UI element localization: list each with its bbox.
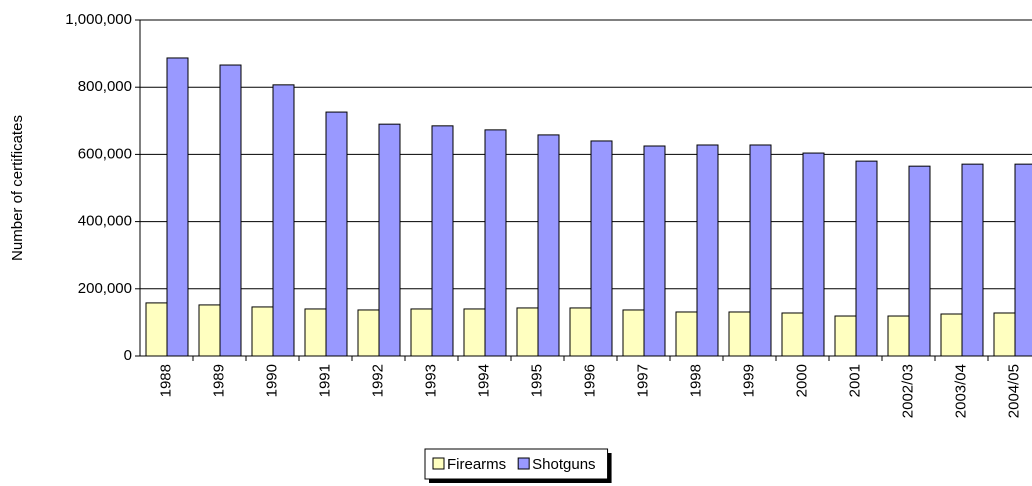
x-tick-label: 1992 <box>369 364 386 397</box>
legend-box <box>424 448 609 480</box>
bar <box>166 57 189 357</box>
bar <box>940 313 963 357</box>
bar <box>145 302 168 357</box>
bar <box>696 144 719 357</box>
bar <box>357 309 380 357</box>
bar <box>961 163 984 357</box>
bar <box>675 311 698 357</box>
legend-label: Firearms <box>447 456 506 473</box>
bar <box>855 160 878 357</box>
bar <box>304 308 327 357</box>
bar <box>198 304 221 357</box>
y-tick-label: 800,000 <box>78 78 132 95</box>
legend: Firearms Shotguns <box>424 448 612 483</box>
x-tick-label: 1993 <box>422 364 439 397</box>
x-tick-label: 1988 <box>157 364 174 397</box>
x-tick-label: 2000 <box>793 364 810 397</box>
bar <box>590 140 613 357</box>
y-tick-label: 400,000 <box>78 213 132 230</box>
bar <box>431 125 454 357</box>
bar <box>834 315 857 357</box>
x-tick-label: 1995 <box>528 364 545 397</box>
x-tick-label: 1991 <box>316 364 333 397</box>
x-tick-label: 2004/05 <box>1005 364 1022 418</box>
bar <box>749 144 772 357</box>
x-tick-label: 2002/03 <box>899 364 916 418</box>
bar <box>993 312 1016 357</box>
bar <box>463 308 486 357</box>
y-tick-label: 600,000 <box>78 145 132 162</box>
y-tick-label: 200,000 <box>78 280 132 297</box>
bar <box>484 129 507 357</box>
x-tick-label: 2003/04 <box>952 364 969 418</box>
y-tick-label: 0 <box>124 347 132 364</box>
x-tick-label: 1989 <box>210 364 227 397</box>
bar <box>1014 163 1032 357</box>
bar <box>325 111 348 357</box>
bar <box>272 84 295 357</box>
y-tick-label: 1,000,000 <box>65 11 132 28</box>
legend-label: Shotguns <box>532 456 595 473</box>
bar <box>251 306 274 357</box>
bar <box>781 312 804 357</box>
x-tick-label: 1990 <box>263 364 280 397</box>
x-tick-label: 1998 <box>687 364 704 397</box>
legend-swatch <box>517 457 530 470</box>
x-tick-label: 1996 <box>581 364 598 397</box>
bar <box>219 64 242 357</box>
bar <box>537 134 560 357</box>
bar <box>887 315 910 357</box>
legend-swatch <box>432 457 445 470</box>
x-tick-label: 1997 <box>634 364 651 397</box>
bar <box>569 307 592 357</box>
bar <box>622 309 645 357</box>
bar <box>378 123 401 357</box>
bar <box>516 307 539 357</box>
bar <box>728 311 751 357</box>
x-tick-label: 2001 <box>846 364 863 397</box>
bar <box>802 152 825 357</box>
y-axis-label: Number of certificates <box>9 115 26 261</box>
x-tick-label: 1994 <box>475 364 492 397</box>
x-tick-label: 1999 <box>740 364 757 397</box>
bar <box>410 308 433 357</box>
bar <box>643 145 666 357</box>
bar <box>908 165 931 357</box>
